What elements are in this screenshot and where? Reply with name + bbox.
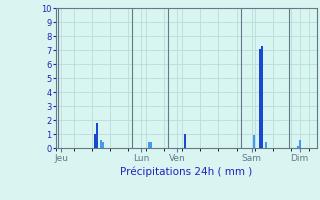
Bar bbox=[150, 142, 152, 148]
Bar bbox=[265, 142, 267, 148]
Bar bbox=[184, 134, 186, 148]
Bar bbox=[260, 46, 263, 148]
X-axis label: Précipitations 24h ( mm ): Précipitations 24h ( mm ) bbox=[120, 167, 252, 177]
Bar bbox=[148, 142, 150, 148]
Bar bbox=[299, 140, 301, 148]
Bar bbox=[102, 142, 104, 148]
Bar bbox=[94, 134, 96, 148]
Bar bbox=[259, 49, 260, 148]
Bar bbox=[297, 146, 299, 148]
Bar bbox=[252, 135, 255, 148]
Bar bbox=[100, 140, 102, 148]
Bar bbox=[96, 123, 98, 148]
